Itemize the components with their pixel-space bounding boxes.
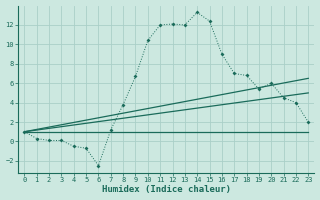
X-axis label: Humidex (Indice chaleur): Humidex (Indice chaleur): [102, 185, 231, 194]
